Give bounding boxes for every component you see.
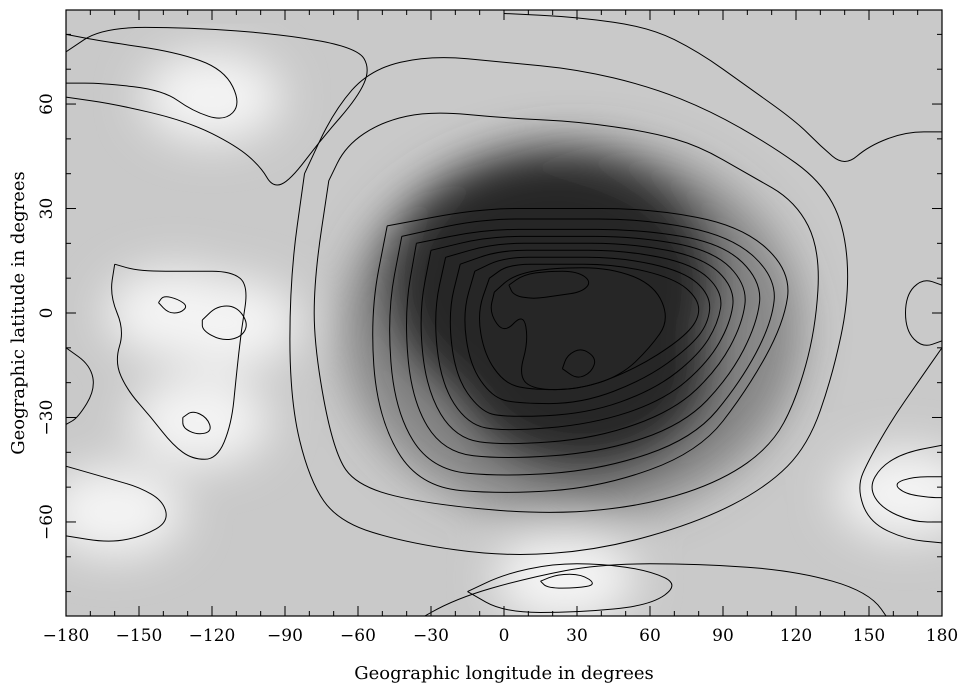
y-tick-label: 60 [37,93,57,115]
minimum-shade [66,466,185,557]
x-tick-label: −150 [116,626,163,646]
contour-outer-2 [289,57,849,555]
contour-central-ring-7 [464,256,711,405]
x-tick-label: −90 [267,626,303,646]
contour-south-low-1 [423,563,887,616]
contour-east-edge [904,280,942,346]
x-axis-title: Geographic longitude in degrees [354,663,654,684]
contour-central-ring-8 [479,263,700,391]
contour-south-low-2 [467,563,673,614]
contour-peak-north [508,270,590,299]
x-tick-label: 180 [926,626,958,646]
contour-north-west-low-1 [66,26,368,186]
x-tick-label: 150 [853,626,885,646]
contour-east-low-2 [871,444,942,523]
x-axis: −180 −150 −120 −90 −60 −30 0 30 60 90 120 150 180 [43,10,958,646]
x-tick-label: 120 [780,626,812,646]
x-tick-label: −120 [189,626,236,646]
y-tick-label: 30 [37,198,57,220]
y-axis-title: Geographic latitude in degrees [8,171,29,455]
contour-south-low-3 [540,573,593,589]
contour-north-east [503,13,942,162]
x-tick-label: 90 [712,626,734,646]
y-tick-label: 0 [37,308,57,319]
contour-west-low-1 [111,263,247,460]
contour-east-low-3 [896,476,942,499]
x-tick-label: 30 [566,626,588,646]
contour-central-ring-4 [420,235,746,445]
contour-west-low-2 [158,296,187,314]
contour-east-low-1 [859,347,942,544]
contour-north-west-low-2 [66,33,238,119]
x-tick-label: −180 [43,626,90,646]
x-tick-label: −30 [413,626,449,646]
y-axis: −60 −30 0 30 60 [37,33,942,593]
y-tick-label: −30 [37,400,57,436]
minimum-shade [159,278,300,369]
x-tick-label: −60 [340,626,376,646]
minimum-shade [835,449,942,540]
contour-inner-ridge [490,267,666,391]
minimum-shade [129,375,270,466]
contour-far-west-1 [66,465,167,542]
intensity-shading [66,52,942,616]
x-tick-label: 0 [499,626,510,646]
contour-west-low-3 [201,305,247,341]
contour-outer-1 [313,112,819,513]
contour-far-west-2 [66,347,94,425]
contour-central-ring-1 [372,207,789,493]
contour-west-low-4 [182,411,211,435]
x-tick-label: 60 [639,626,661,646]
contour-central-ring-2 [389,218,775,476]
contour-central-ring-6 [449,249,722,417]
y-tick-label: −60 [37,504,57,540]
maximum-shade [451,260,712,471]
contour-peak-south [561,349,596,378]
contour-central-ring-3 [406,228,761,459]
contour-central-ring-5 [435,242,734,431]
contour-lines [66,13,942,616]
plot-area [66,10,942,616]
